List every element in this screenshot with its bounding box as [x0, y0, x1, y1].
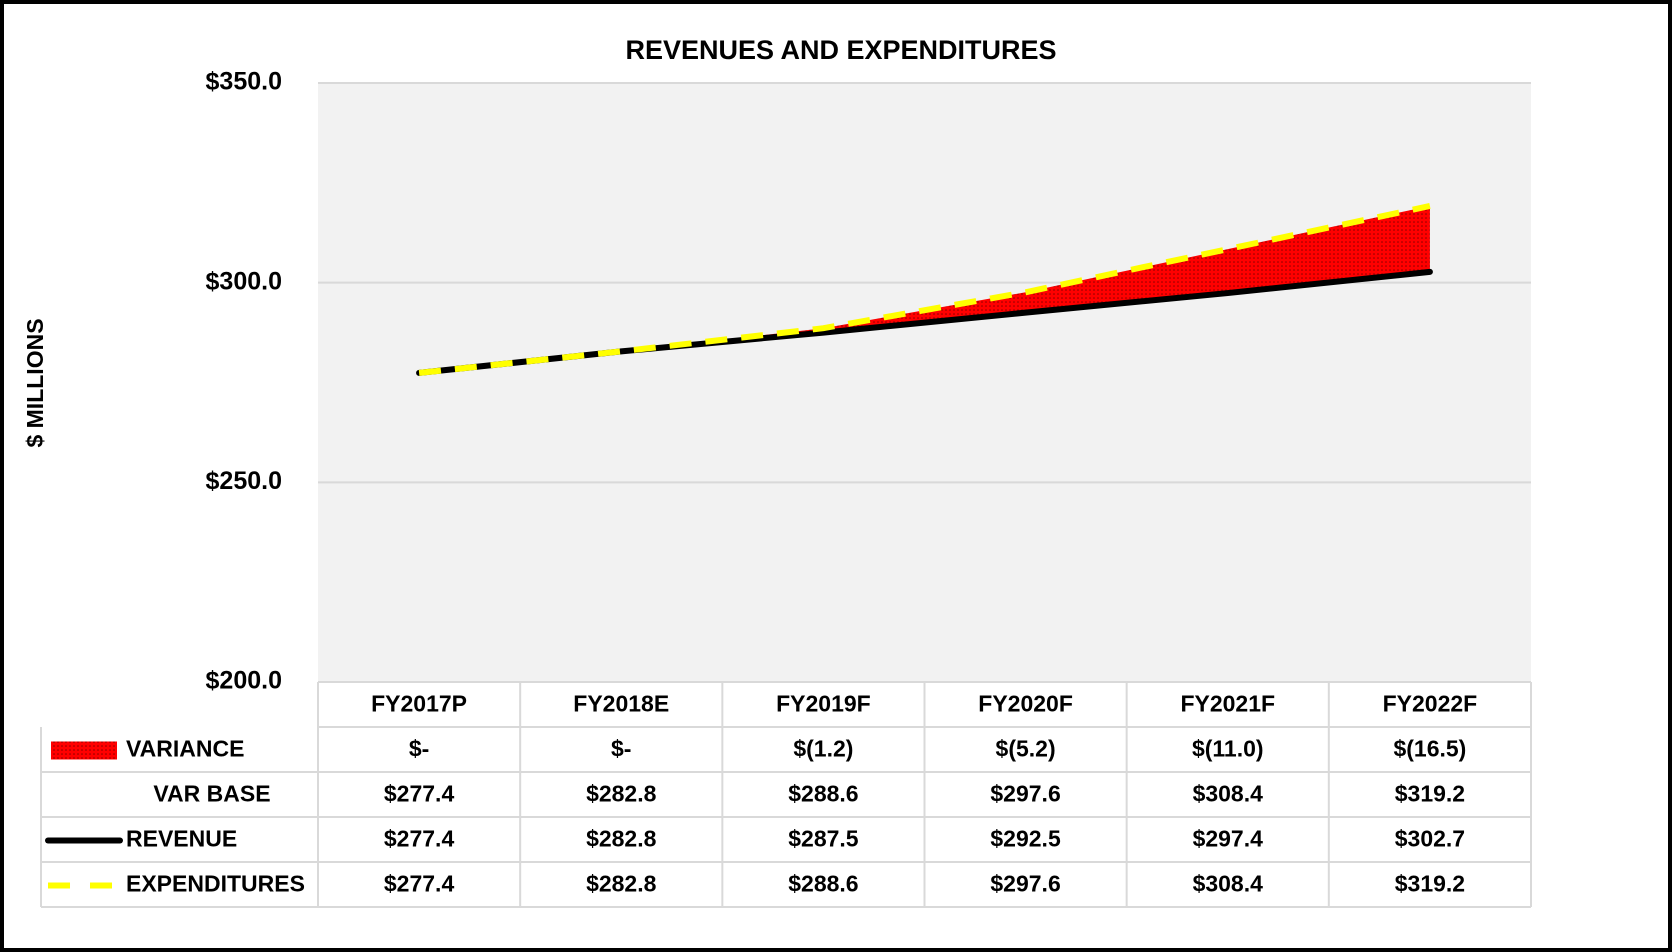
table-value: $(11.0) [1192, 736, 1264, 762]
table-value: $288.6 [788, 871, 858, 897]
table-value: $(1.2) [793, 736, 853, 762]
table-value: $(16.5) [1393, 736, 1466, 762]
table-value: $282.8 [586, 781, 657, 807]
table-value: $302.7 [1395, 826, 1465, 852]
revenue-line [416, 268, 1433, 376]
table-value: $- [611, 736, 631, 762]
table-value: $- [409, 736, 429, 762]
table-value: $282.8 [586, 871, 657, 897]
variance-area [419, 205, 1430, 373]
legend-label: VARIANCE [126, 736, 244, 762]
y-axis-label: $ MILLIONS [22, 318, 48, 447]
y-tick-label: $200.0 [206, 667, 282, 695]
legend-label: VAR BASE [153, 781, 270, 807]
x-tick-label: FY2018E [573, 691, 669, 717]
table-value: $308.4 [1193, 781, 1264, 807]
x-tick-label: FY2022F [1383, 691, 1478, 717]
table-value: $277.4 [384, 781, 455, 807]
table-value: $319.2 [1395, 781, 1465, 807]
table-value: $288.6 [788, 781, 858, 807]
x-tick-label: FY2021F [1180, 691, 1275, 717]
y-tick-label: $250.0 [206, 467, 282, 495]
x-tick-label: FY2020F [978, 691, 1073, 717]
chart-title: REVENUES AND EXPENDITURES [625, 35, 1056, 65]
legend-label: EXPENDITURES [126, 871, 305, 897]
table-value: $292.5 [990, 826, 1061, 852]
expenditures-line [418, 203, 1431, 376]
table-value: $282.8 [586, 826, 657, 852]
x-tick-label: FY2017P [371, 691, 467, 717]
table-value: $(5.2) [996, 736, 1056, 762]
x-tick-label: FY2019F [776, 691, 871, 717]
plot-area [318, 83, 1531, 682]
table-value: $297.6 [990, 871, 1060, 897]
table-value: $297.6 [990, 781, 1060, 807]
table-value: $297.4 [1193, 826, 1264, 852]
table-value: $308.4 [1193, 871, 1264, 897]
table-value: $277.4 [384, 871, 455, 897]
y-tick-label: $300.0 [206, 267, 282, 295]
legend-label: REVENUE [126, 826, 237, 852]
table-value: $287.5 [788, 826, 859, 852]
y-tick-label: $350.0 [206, 68, 282, 96]
legend-key [51, 741, 117, 760]
table-value: $277.4 [384, 826, 455, 852]
table-value: $319.2 [1395, 871, 1465, 897]
